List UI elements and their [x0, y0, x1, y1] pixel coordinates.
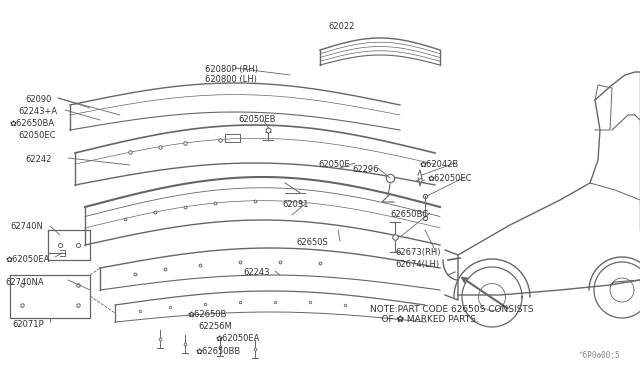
- Text: 62050EB: 62050EB: [238, 115, 275, 124]
- Text: ✿62050EA: ✿62050EA: [5, 255, 49, 264]
- Text: NOTE:PART CODE 62650S CONSISTS
    OF ✿ MARKED PARTS.: NOTE:PART CODE 62650S CONSISTS OF ✿ MARK…: [370, 305, 534, 324]
- Text: 62256M: 62256M: [198, 322, 232, 331]
- Text: ✿62650B: ✿62650B: [188, 310, 227, 319]
- Text: 62740NA: 62740NA: [5, 278, 44, 287]
- Text: ✿62650BB: ✿62650BB: [196, 347, 241, 356]
- Text: 62673(RH): 62673(RH): [395, 248, 440, 257]
- Text: 62080P (RH): 62080P (RH): [205, 65, 258, 74]
- Text: 62740N: 62740N: [10, 222, 43, 231]
- Text: ✿62050EC: ✿62050EC: [428, 174, 472, 183]
- Text: 62650S: 62650S: [296, 238, 328, 247]
- Text: 62050EC: 62050EC: [18, 131, 56, 140]
- Text: 62296: 62296: [352, 165, 378, 174]
- Text: 62090: 62090: [25, 95, 51, 104]
- Text: ✿62050EA: ✿62050EA: [216, 334, 260, 343]
- Text: 62242: 62242: [25, 155, 51, 164]
- Text: 620800 (LH): 620800 (LH): [205, 75, 257, 84]
- Text: 62243+A: 62243+A: [18, 107, 57, 116]
- Text: ✿62042B: ✿62042B: [420, 160, 460, 169]
- Text: 62650BC: 62650BC: [390, 210, 428, 219]
- Text: 62050E: 62050E: [318, 160, 349, 169]
- Text: ^6P0✿00:5: ^6P0✿00:5: [579, 351, 620, 360]
- Text: 62031: 62031: [282, 200, 308, 209]
- Text: 62071P: 62071P: [12, 320, 44, 329]
- Text: 62022: 62022: [328, 22, 355, 31]
- Text: 62674(LH): 62674(LH): [395, 260, 439, 269]
- Text: 62243: 62243: [243, 268, 269, 277]
- Text: ✿62650BA: ✿62650BA: [10, 119, 55, 128]
